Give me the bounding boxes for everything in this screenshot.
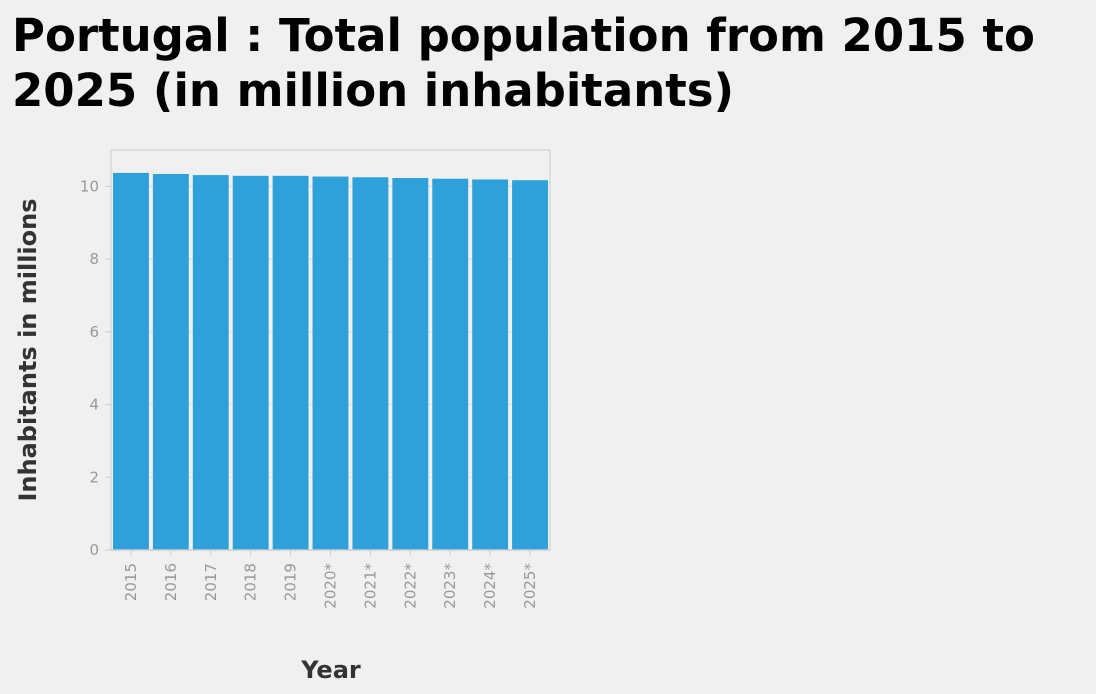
bar-2017 xyxy=(192,175,229,550)
x-tick-label: 2021* xyxy=(361,563,379,609)
tick-labels: 0 2 4 6 8 10 2015 2016 2017 2018 2019 2020* 2021* 202… xyxy=(80,177,539,608)
bar-2025-projected xyxy=(512,180,548,550)
x-axis-title: Year xyxy=(300,656,361,684)
bar-2015 xyxy=(113,172,149,550)
x-tick-label: 2023* xyxy=(441,563,459,609)
y-tick-label: 0 xyxy=(89,541,99,559)
x-tick-label: 2016 xyxy=(162,563,180,601)
y-tick-label: 10 xyxy=(80,177,99,195)
bar-2019 xyxy=(272,175,309,550)
x-tick-label: 2015 xyxy=(122,563,140,601)
bar-2022-projected xyxy=(392,178,429,550)
x-tick-label: 2019 xyxy=(282,563,300,601)
axes xyxy=(105,150,550,556)
bar-2023-projected xyxy=(432,178,469,550)
y-tick-label: 2 xyxy=(89,468,99,486)
bar-2016 xyxy=(152,174,189,550)
x-tick-label: 2018 xyxy=(242,563,260,601)
chart-title: Portugal : Total population from 2015 to… xyxy=(12,9,1035,117)
x-tick-label: 2024* xyxy=(481,563,499,609)
y-tick-label: 8 xyxy=(89,250,99,268)
bar-2018 xyxy=(232,175,269,550)
x-tick-label: 2022* xyxy=(401,563,419,609)
bar-2020-projected xyxy=(312,176,349,550)
y-tick-label: 6 xyxy=(89,323,99,341)
y-axis-title: Inhabitants in millions xyxy=(14,198,42,501)
bar-2024-projected xyxy=(472,179,509,551)
x-tick-label: 2020* xyxy=(322,563,340,609)
bars xyxy=(113,172,548,551)
x-tick-label: 2017 xyxy=(202,563,220,601)
y-tick-label: 4 xyxy=(89,396,99,414)
bar-2021-projected xyxy=(352,177,389,551)
x-tick-label: 2025* xyxy=(521,563,539,609)
